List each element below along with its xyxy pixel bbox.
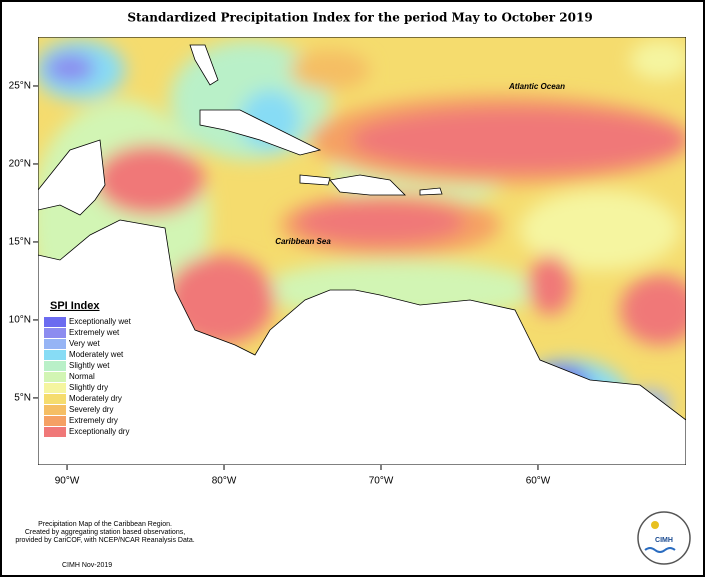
legend-swatch (44, 427, 66, 437)
legend-swatch (44, 350, 66, 360)
legend-label: Extremely wet (69, 328, 120, 337)
ocean-label: Atlantic Ocean (508, 82, 565, 91)
legend-title: SPI Index (50, 300, 100, 312)
x-tick-label: 90°W (55, 476, 80, 487)
legend-label: Extremely dry (69, 416, 118, 425)
legend-swatch (44, 405, 66, 415)
footer: Precipitation Map of the Caribbean Regio… (15, 511, 691, 569)
legend-label: Exceptionally wet (69, 317, 132, 326)
y-tick-label: 10°N (9, 315, 31, 326)
y-tick-label: 5°N (14, 393, 31, 404)
legend-label: Very wet (69, 339, 100, 348)
legend-swatch (44, 383, 66, 393)
legend-swatch (44, 328, 66, 338)
legend-label: Slightly wet (69, 361, 110, 370)
legend-swatch (44, 339, 66, 349)
y-tick-label: 20°N (9, 159, 31, 170)
legend-swatch (44, 361, 66, 371)
y-tick-label: 15°N (9, 237, 31, 248)
footer-line: provided by CariCOF, with NCEP/NCAR Rean… (15, 537, 194, 544)
y-tick-label: 25°N (9, 81, 31, 92)
legend: SPI Index Exceptionally wet Extremely wet… (44, 300, 132, 437)
legend-label: Normal (69, 372, 95, 381)
logo-sun (651, 521, 659, 529)
x-tick-label: 80°W (212, 476, 237, 487)
legend-swatch (44, 394, 66, 404)
credit: CIMH Nov-2019 (62, 562, 112, 569)
sea-label: Caribbean Sea (275, 237, 331, 246)
legend-label: Slightly dry (69, 383, 108, 392)
legend-swatch (44, 416, 66, 426)
logo-wave (644, 547, 676, 553)
footer-line: Created by aggregating station based obs… (25, 529, 185, 536)
title: Standardized Precipitation Index for the… (127, 11, 592, 25)
legend-swatch (44, 317, 66, 327)
legend-label: Exceptionally dry (69, 427, 129, 436)
footer-line: Precipitation Map of the Caribbean Regio… (38, 521, 172, 528)
legend-label: Moderately dry (69, 394, 122, 403)
logo-text: CIMH (655, 537, 673, 544)
legend-label: Moderately wet (69, 350, 124, 359)
legend-swatch (44, 372, 66, 382)
x-tick-label: 70°W (369, 476, 394, 487)
spi-field (38, 37, 686, 465)
x-tick-label: 60°W (526, 476, 551, 487)
legend-label: Severely dry (69, 405, 113, 414)
